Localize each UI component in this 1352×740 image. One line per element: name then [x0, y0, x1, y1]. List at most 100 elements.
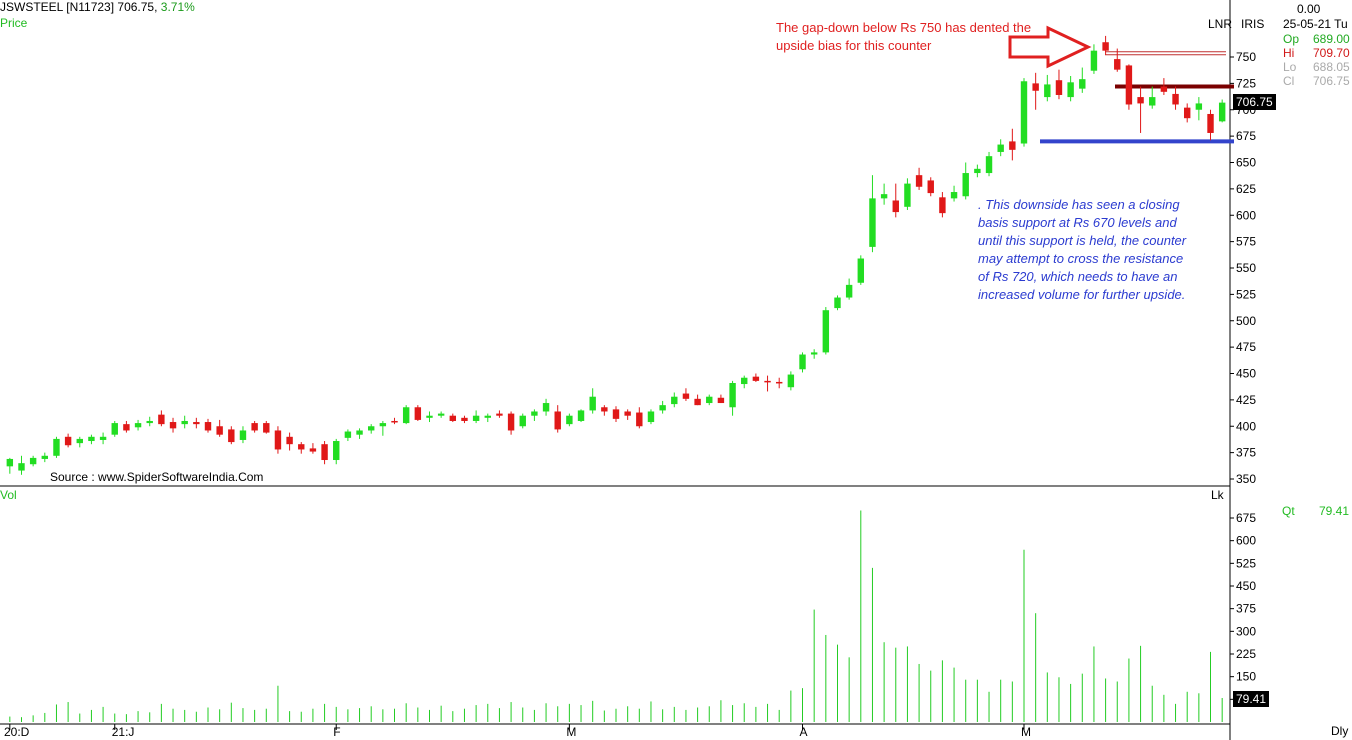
price-tick-label: 475 [1236, 340, 1256, 354]
candle-body [298, 444, 305, 450]
candle-body [88, 436, 95, 442]
candle-body [6, 458, 14, 467]
candle-body [64, 436, 72, 446]
candle-body [682, 393, 690, 399]
ohlc-low: Lo 688.05 [1283, 60, 1350, 74]
lnr-label: LNR [1208, 17, 1233, 31]
candle-body [659, 405, 666, 411]
volume-panel-label: Vol [0, 488, 17, 502]
candle-body [228, 429, 235, 443]
candle-body [624, 411, 631, 416]
candle-body [321, 444, 328, 461]
arrow-icon [1008, 25, 1092, 69]
price-tick-label: 575 [1236, 235, 1256, 249]
candle-body [1102, 42, 1109, 51]
candle-body [717, 397, 725, 404]
volume-tick-label: 675 [1236, 511, 1256, 525]
time-tick-label: 21:J [112, 725, 135, 739]
candle-body [1149, 97, 1156, 106]
candle-body [554, 411, 561, 430]
price-tick-label: 675 [1236, 129, 1256, 143]
price-tick-label: 650 [1236, 156, 1256, 170]
candle-body [706, 396, 713, 404]
price-panel-label: Price [0, 16, 28, 30]
candle-body [997, 144, 1004, 152]
close-value: 706.75 [1313, 74, 1350, 88]
candle-body [461, 417, 468, 421]
support-note-line: may attempt to cross the resistance [978, 251, 1184, 266]
high-value: 709.70 [1313, 46, 1350, 60]
price-tick-label: 375 [1236, 446, 1256, 460]
price-tick-label: 600 [1236, 208, 1256, 222]
timeframe-label: Dly [1331, 724, 1349, 738]
qt-value: 79.41 [1319, 504, 1350, 518]
qt-label: Qt [1282, 504, 1295, 518]
candle-body [18, 463, 25, 471]
candle-body [810, 352, 818, 355]
candle-body [1218, 102, 1226, 122]
price-tick-label: 450 [1236, 367, 1256, 381]
candle-body [542, 403, 550, 412]
lk-label: Lk [1211, 488, 1224, 502]
candle-body [169, 422, 177, 429]
candle-body [647, 411, 655, 423]
candle-body [53, 438, 60, 456]
candle-body [531, 411, 538, 416]
candle-body [1067, 82, 1074, 98]
gap-annotation: The gap-down below Rs 750 has dented the… [776, 19, 1031, 55]
close-label: Cl [1283, 74, 1295, 88]
time-tick-label: M [566, 725, 576, 739]
price-tick-label: 750 [1236, 50, 1256, 64]
candle-body [636, 412, 643, 427]
candle-body [927, 180, 934, 194]
candle-body [496, 413, 503, 416]
volume-tick-label: 600 [1236, 534, 1256, 548]
symbol-name: JSWSTEEL [N11723] [0, 0, 115, 14]
candle-body [414, 407, 422, 420]
candle-body [263, 423, 270, 433]
price-tick-label: 625 [1236, 182, 1256, 196]
last-price: 706.75, [117, 0, 158, 14]
candle-body [379, 423, 387, 427]
price-tick-label: 550 [1236, 261, 1256, 275]
candle-body [519, 415, 526, 427]
candle-body [694, 398, 701, 406]
candle-body [671, 396, 678, 405]
low-label: Lo [1283, 60, 1297, 74]
candle-body [367, 426, 375, 431]
candle-body [834, 297, 841, 309]
price-tick-label: 350 [1236, 472, 1256, 486]
candle-body [939, 197, 946, 214]
support-note-line: basis support at Rs 670 levels and [978, 215, 1177, 230]
candle-body [344, 431, 352, 438]
low-value: 688.05 [1313, 60, 1350, 74]
candle-body [41, 455, 49, 459]
price-tick-label: 500 [1236, 314, 1256, 328]
time-tick-label: F [333, 725, 340, 739]
candle-body [274, 430, 282, 450]
candle-body [204, 422, 212, 431]
time-tick-label: 20:D [4, 725, 30, 739]
candle-body [1207, 113, 1214, 133]
gap-annotation-line-2: upside bias for this counter [776, 38, 932, 53]
candle-body [1183, 107, 1191, 119]
candle-body [239, 430, 247, 440]
candle-body [1195, 103, 1203, 110]
top-value: 0.00 [1297, 2, 1321, 16]
candle-body [507, 413, 515, 431]
candle-body [1090, 50, 1098, 71]
volume-tick-label: 225 [1236, 647, 1256, 661]
candle-body [437, 413, 445, 416]
candle-body [356, 430, 363, 435]
candle-body [1020, 81, 1028, 144]
candle-body [799, 354, 806, 370]
candle-body [29, 457, 37, 465]
candle-body [391, 420, 398, 423]
support-note-line: increased volume for further upside. [978, 287, 1186, 302]
candle-body [402, 407, 410, 424]
gap-annotation-line-1: The gap-down below Rs 750 has dented the [776, 20, 1032, 35]
support-note: . This downside has seen a closing basis… [978, 196, 1186, 304]
ohlc-close: Cl 706.75 [1283, 74, 1350, 88]
candle-body [741, 377, 748, 385]
